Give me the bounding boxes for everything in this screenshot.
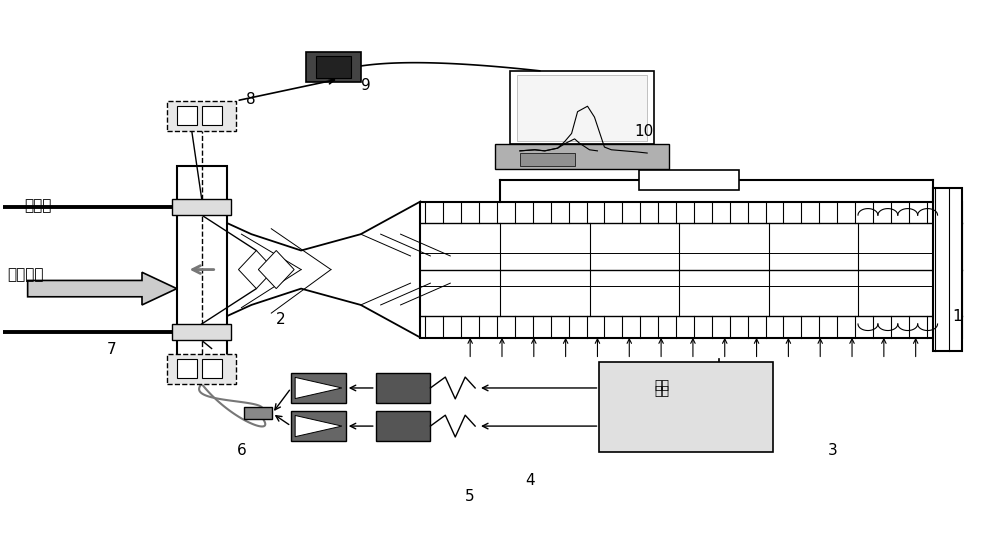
Text: 2: 2 <box>276 312 286 327</box>
Bar <box>177 106 197 125</box>
Bar <box>167 101 236 131</box>
Bar <box>172 199 231 215</box>
Text: 9: 9 <box>361 78 371 93</box>
Bar <box>376 411 430 441</box>
Bar <box>202 106 222 125</box>
Text: 1: 1 <box>952 309 962 324</box>
Bar <box>291 373 346 403</box>
Polygon shape <box>258 250 294 289</box>
Text: 7: 7 <box>107 342 117 357</box>
Bar <box>316 56 351 78</box>
Text: 6: 6 <box>236 443 246 458</box>
Bar <box>520 152 575 166</box>
Bar <box>177 166 227 367</box>
Bar <box>639 170 739 190</box>
Bar <box>167 354 236 384</box>
Bar <box>599 362 773 452</box>
Text: 进气: 进气 <box>654 385 669 398</box>
Text: 3: 3 <box>828 443 838 458</box>
Text: 10: 10 <box>634 124 654 139</box>
Bar <box>517 75 647 140</box>
Text: 试验舱: 试验舱 <box>25 197 52 213</box>
Text: 进气: 进气 <box>654 379 669 392</box>
Polygon shape <box>28 272 177 305</box>
Polygon shape <box>295 377 342 399</box>
Text: 4: 4 <box>525 472 534 488</box>
Bar <box>202 359 222 378</box>
Bar <box>306 52 361 82</box>
Polygon shape <box>295 415 342 437</box>
Bar <box>291 411 346 441</box>
Text: 8: 8 <box>246 91 256 107</box>
Bar <box>177 359 197 378</box>
Text: 真空系统: 真空系统 <box>8 267 44 283</box>
Bar <box>172 324 231 340</box>
Bar <box>244 408 272 419</box>
Bar <box>495 144 669 169</box>
Bar <box>510 71 654 144</box>
Bar <box>933 188 962 351</box>
Bar <box>376 373 430 403</box>
Text: 5: 5 <box>465 489 475 504</box>
Bar <box>420 201 962 338</box>
Polygon shape <box>238 250 274 289</box>
